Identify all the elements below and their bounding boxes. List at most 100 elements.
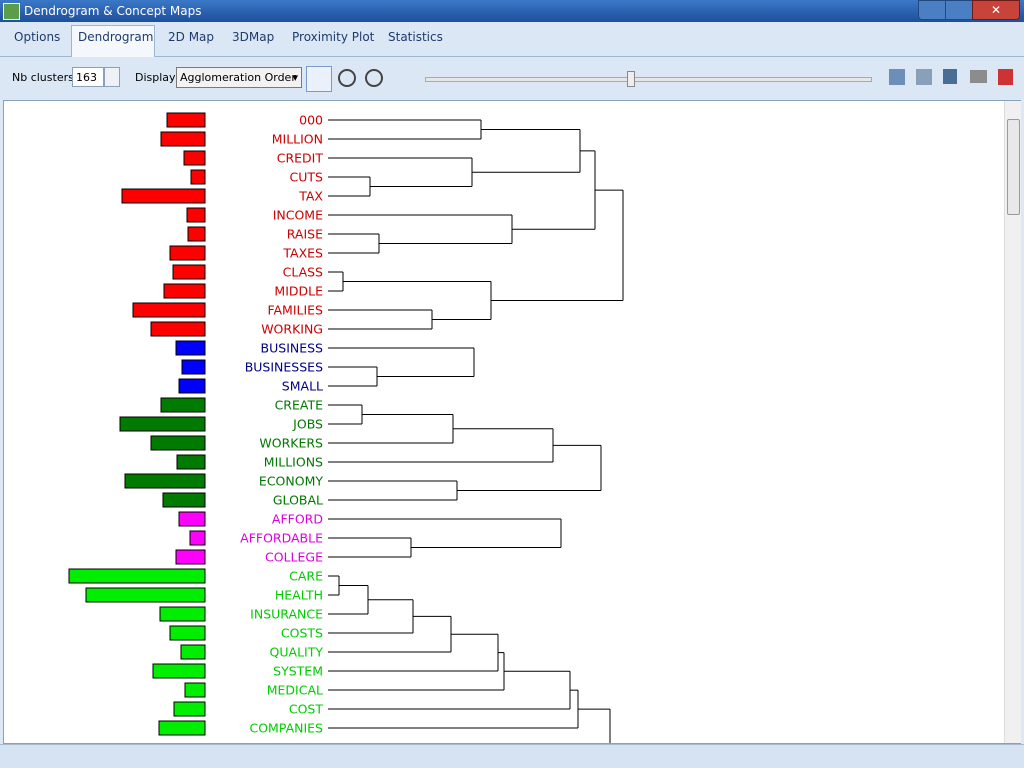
spinner[interactable]: [104, 67, 120, 87]
frequency-bar: [150, 321, 206, 337]
frequency-bar: [176, 454, 206, 470]
frequency-bar: [132, 302, 206, 318]
tab[interactable]: 3DMap: [232, 30, 275, 44]
frequency-bar: [183, 150, 206, 166]
word-label: MILLION: [272, 132, 323, 147]
frequency-bar: [169, 625, 206, 641]
frequency-bar: [186, 207, 206, 223]
zoom-slider[interactable]: [425, 77, 872, 82]
frequency-bar: [150, 435, 206, 451]
tab[interactable]: Options: [14, 30, 61, 44]
frequency-bar: [68, 568, 206, 584]
word-label: MEDICAL: [267, 683, 323, 698]
word-label: MILLIONS: [264, 455, 323, 470]
frequency-bar: [124, 473, 206, 489]
word-label: SMALL: [282, 379, 323, 394]
tab[interactable]: 2D Map: [168, 30, 215, 44]
close-button[interactable]: ✕: [972, 0, 1020, 20]
title-bar: Dendrogram & Concept Maps ✕: [0, 0, 1024, 22]
tab[interactable]: Dendrogram: [78, 30, 154, 44]
word-label: CUTS: [290, 170, 324, 185]
status-bar: [0, 744, 1024, 768]
tab[interactable]: Proximity Plot: [292, 30, 375, 44]
word-label: TAXES: [282, 246, 323, 261]
word-label: AFFORDABLE: [240, 531, 323, 546]
word-label: CREATE: [275, 398, 324, 413]
frequency-bar: [162, 492, 206, 508]
minimize-button[interactable]: [918, 0, 946, 20]
word-label: WORKERS: [259, 436, 323, 451]
dendrogram: 000 MILLION CREDIT CUTS TAX INCOME RAISE TAXES C…: [68, 112, 624, 743]
word-label: CLASS: [283, 265, 323, 280]
frequency-bar: [169, 245, 206, 261]
tree-button[interactable]: [916, 69, 932, 85]
frequency-bar: [180, 644, 206, 660]
zoom-in-button[interactable]: [338, 69, 356, 87]
frequency-bar: [160, 131, 206, 147]
active-tab-bg: [71, 25, 155, 57]
slider-thumb[interactable]: [627, 71, 635, 87]
word-label: FAMILIES: [267, 303, 323, 318]
print-button[interactable]: [970, 70, 987, 83]
frequency-bar: [189, 530, 206, 546]
frequency-bar: [178, 511, 206, 527]
word-label: COSTS: [281, 626, 323, 641]
word-label: JOBS: [292, 417, 323, 432]
export-button[interactable]: [889, 69, 905, 85]
frequency-bar: [184, 682, 206, 698]
tab[interactable]: Statistics: [388, 30, 443, 44]
frequency-bar: [175, 340, 206, 356]
frequency-bar: [172, 264, 206, 280]
toolbar: Nb clusters: 163 Display: Agglomeration …: [0, 57, 1024, 99]
display-value: Agglomeration Order: [180, 71, 296, 84]
frequency-bar: [181, 359, 206, 375]
app-icon: [3, 3, 20, 20]
frequency-bar: [85, 587, 206, 603]
word-label: SYSTEM: [273, 664, 323, 679]
word-label: CARE: [289, 569, 323, 584]
frequency-bar: [166, 112, 206, 128]
scroll-thumb[interactable]: [1007, 119, 1020, 215]
word-label: COLLEGE: [265, 550, 323, 565]
window-title: Dendrogram & Concept Maps: [24, 4, 202, 18]
frequency-bar: [175, 549, 206, 565]
exit-button[interactable]: [998, 69, 1013, 85]
zoom-out-button[interactable]: [365, 69, 383, 87]
save-button[interactable]: [943, 69, 957, 84]
dendrogram-panel: 000 MILLION CREDIT CUTS TAX INCOME RAISE TAXES C…: [3, 100, 1021, 744]
color-tool-button[interactable]: [306, 66, 332, 92]
display-label: Display:: [135, 71, 179, 84]
word-label: BUSINESSES: [245, 360, 323, 375]
word-label: QUALITY: [270, 645, 324, 660]
word-label: WORKING: [261, 322, 323, 337]
frequency-bar: [119, 416, 206, 432]
frequency-bar: [178, 378, 206, 394]
word-label: MIDDLE: [274, 284, 323, 299]
word-label: INCOME: [273, 208, 323, 223]
frequency-bar: [158, 720, 206, 736]
word-label: GLOBAL: [273, 493, 323, 508]
frequency-bar: [173, 701, 206, 717]
word-label: RAISE: [287, 227, 323, 242]
word-label: TAX: [298, 189, 323, 204]
frequency-bar: [160, 397, 206, 413]
nb-clusters-label: Nb clusters:: [12, 71, 78, 84]
nb-clusters-input[interactable]: 163: [72, 67, 104, 87]
frequency-bar: [121, 188, 206, 204]
frequency-bar: [187, 226, 206, 242]
word-label: COMPANIES: [249, 721, 323, 736]
display-select[interactable]: Agglomeration Order ▾: [176, 67, 302, 88]
word-label: CREDIT: [277, 151, 324, 166]
word-label: 000: [299, 113, 323, 128]
scrollbar[interactable]: [1004, 101, 1021, 743]
maximize-button[interactable]: [945, 0, 973, 20]
frequency-bar: [190, 169, 206, 185]
word-label: HEALTH: [275, 588, 323, 603]
tab-bar: Options Dendrogram 2D Map 3DMap Proximit…: [0, 22, 1024, 57]
frequency-bar: [159, 606, 206, 622]
word-label: AFFORD: [272, 512, 323, 527]
frequency-bar: [152, 663, 206, 679]
word-label: ECONOMY: [259, 474, 323, 489]
word-label: COST: [289, 702, 324, 717]
